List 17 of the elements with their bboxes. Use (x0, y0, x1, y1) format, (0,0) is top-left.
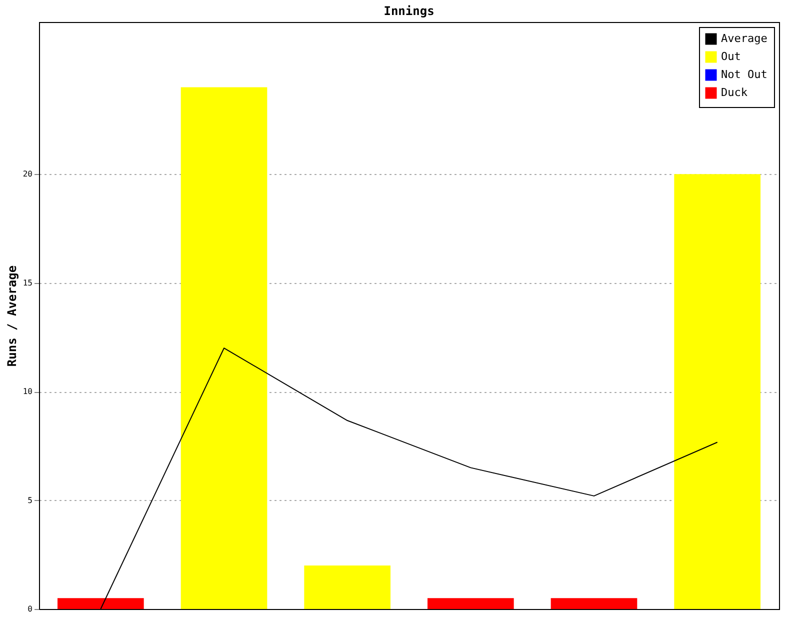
bar (58, 598, 144, 609)
y-tick-label: 0 (28, 604, 33, 614)
chart-title: Innings (384, 4, 434, 18)
bar (428, 598, 514, 609)
y-tick-label: 20 (22, 170, 33, 179)
bar (180, 87, 268, 609)
bar (304, 566, 390, 609)
y-tick-label: 5 (28, 496, 33, 505)
y-tick-label: 15 (22, 278, 33, 288)
y-tick-label: 10 (22, 387, 33, 396)
legend-label: Duck (721, 86, 748, 99)
bar (674, 174, 760, 609)
bar (550, 598, 638, 609)
legend-label: Out (721, 50, 741, 63)
y-axis-title: Runs / Average (4, 265, 19, 367)
legend-label: Not Out (721, 68, 768, 81)
legend-label: Average (721, 32, 768, 45)
